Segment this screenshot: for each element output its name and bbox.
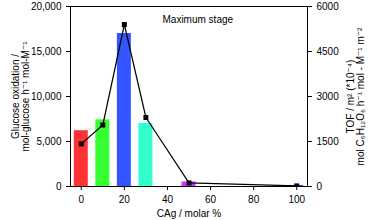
svg-text:3000: 3000 bbox=[317, 91, 340, 102]
svg-text:20: 20 bbox=[119, 194, 131, 205]
svg-text:4500: 4500 bbox=[317, 46, 340, 57]
svg-text:6000: 6000 bbox=[317, 1, 340, 12]
svg-text:40: 40 bbox=[162, 194, 174, 205]
svg-text:20,000: 20,000 bbox=[31, 1, 62, 12]
svg-text:1500: 1500 bbox=[317, 136, 340, 147]
svg-text:80: 80 bbox=[248, 194, 260, 205]
svg-text:Glucose oxidation /mol-glucose: Glucose oxidation /mol-glucose h⁻¹ mol-M… bbox=[10, 41, 31, 152]
svg-text:10,000: 10,000 bbox=[31, 91, 62, 102]
svg-text:0: 0 bbox=[317, 181, 323, 192]
svg-text:100: 100 bbox=[288, 194, 305, 205]
svg-text:Maximum stage: Maximum stage bbox=[163, 14, 234, 25]
svg-text:15,000: 15,000 bbox=[31, 46, 62, 57]
svg-text:5,000: 5,000 bbox=[36, 136, 61, 147]
svg-text:CAg / molar %: CAg / molar % bbox=[157, 208, 222, 219]
svg-text:0: 0 bbox=[56, 181, 62, 192]
svg-text:60: 60 bbox=[205, 194, 217, 205]
svg-text:0: 0 bbox=[78, 194, 84, 205]
svg-text:TOF / m² (*10⁻⁴)mol C₆H₁₂O₆ h⁻: TOF / m² (*10⁻⁴)mol C₆H₁₂O₆ h⁻¹ mol - M⁻… bbox=[345, 27, 366, 165]
